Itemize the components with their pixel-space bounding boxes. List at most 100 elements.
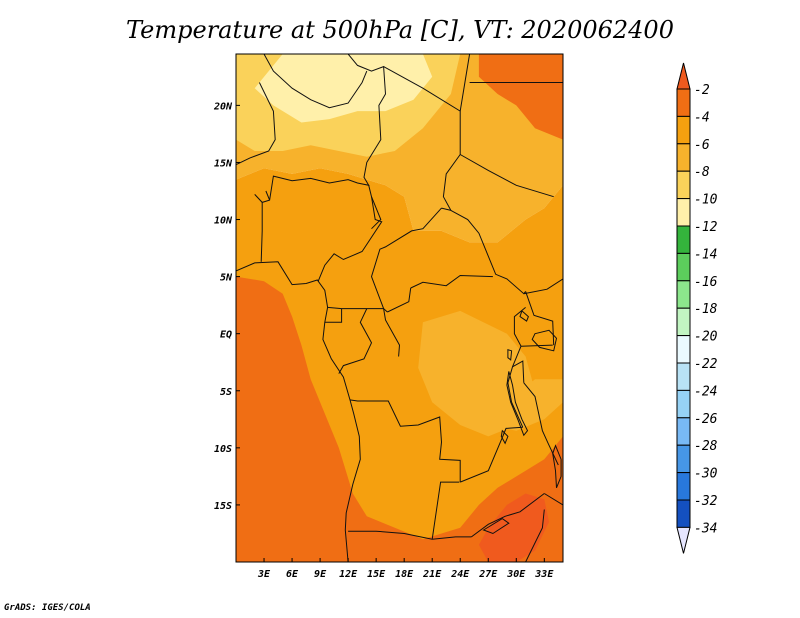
map-frame (235, 53, 564, 563)
country-border-8 (370, 207, 442, 313)
colorbar-label: -18 (694, 302, 718, 317)
country-border-13 (459, 154, 554, 198)
x-tick-label: 12E (339, 569, 358, 580)
y-tick-label: EQ (220, 330, 232, 341)
country-border-2 (236, 82, 276, 166)
colorbar-label: -14 (694, 247, 717, 262)
y-tick-label: 5N (220, 273, 233, 284)
country-border-24 (507, 307, 526, 428)
y-tick-label: 20N (213, 101, 233, 112)
temperature-band-2 (254, 54, 433, 123)
colorbar-label: -6 (694, 138, 710, 153)
lake-outline-3 (519, 310, 529, 322)
lake-outline-1 (506, 371, 529, 437)
colorbar-swatch (676, 499, 691, 528)
country-border-21 (348, 530, 472, 540)
colorbar-swatch (676, 362, 691, 391)
map-plot-area (236, 54, 563, 562)
coastline-0 (236, 261, 361, 562)
colorbar-swatch (676, 472, 691, 501)
country-border-19 (387, 287, 412, 313)
colorbar-swatch (676, 170, 691, 200)
colorbar-swatch (676, 115, 691, 145)
colorbar-label: -20 (694, 330, 718, 345)
colorbar-label: -12 (694, 220, 718, 235)
colorbar-label: -8 (694, 165, 710, 180)
colorbar-swatch (676, 252, 691, 282)
lake-outline-4 (507, 349, 513, 361)
country-border-27 (520, 344, 553, 347)
temperature-band-4 (236, 276, 563, 562)
y-tick-label: 10N (214, 216, 233, 227)
colorbar-swatch (676, 417, 691, 446)
y-tick-label: 15S (214, 501, 232, 512)
lake-outline-0 (531, 329, 558, 352)
country-border-22 (431, 481, 460, 540)
colorbar-swatch (676, 280, 691, 309)
country-border-6 (371, 196, 382, 230)
country-border-15 (525, 291, 555, 346)
colorbar-label: -32 (694, 494, 718, 509)
country-border-10 (410, 274, 493, 289)
colorbar-label: -34 (694, 521, 717, 536)
colorbar-label: -30 (694, 467, 718, 482)
country-border-11 (459, 54, 471, 112)
x-tick-label: 18E (395, 569, 414, 580)
axis-ticks: 3E 6E 9E 12E 15E 18E 21E 24E 27E 30E 33E 20N 15N 10N 5… (213, 101, 554, 580)
lake-outline-5 (500, 429, 509, 445)
colorbar-top-arrow (676, 62, 691, 90)
country-border-20 (349, 399, 461, 483)
lake-outline-6 (482, 518, 510, 535)
country-border-1 (263, 54, 368, 109)
x-tick-label: 27E (478, 569, 498, 580)
x-tick-label: 33E (534, 569, 554, 580)
colorbar-swatch (676, 88, 691, 117)
lake-outline-2 (552, 444, 562, 488)
temperature-band-8 (488, 379, 563, 431)
colorbar-swatch (676, 307, 691, 337)
colorbar-swatch (676, 444, 691, 474)
chart-title: Temperature at 500hPa [C], VT: 202006240… (126, 16, 674, 44)
colorbar: -2 -4 -6 -8 -10 -12 -14 -16 -18 -20 -22 -24 -26 -28 -3… (676, 62, 718, 554)
colorbar-label: -24 (694, 384, 717, 399)
country-border-25 (471, 493, 545, 538)
temperature-band-5 (478, 493, 549, 562)
y-tick-label: 5S (220, 387, 232, 398)
colorbar-label: -2 (694, 83, 710, 98)
y-tick-label: 15N (214, 158, 233, 169)
colorbar-swatch (676, 225, 691, 254)
x-tick-label: 3E (257, 569, 271, 580)
colorbar-bottom-arrow (676, 526, 691, 554)
country-border-28 (512, 360, 525, 383)
colorbar-label: -28 (694, 439, 718, 454)
country-border-5 (317, 185, 383, 282)
colorbar-swatch (676, 198, 691, 227)
x-tick-label: 15E (367, 569, 386, 580)
country-border-29 (523, 382, 559, 466)
y-tick-label: 10S (214, 444, 232, 455)
colorbar-label: -4 (694, 110, 710, 125)
country-border-7 (383, 66, 461, 212)
x-tick-label: 24E (450, 569, 470, 580)
country-border-3 (260, 202, 263, 262)
grads-credit: GrADS: IGES/COLA (4, 603, 91, 613)
country-border-17 (324, 308, 343, 323)
country-border-4 (265, 190, 271, 201)
country-border-14 (523, 278, 563, 295)
x-tick-label: 21E (422, 569, 442, 580)
colorbar-swatch (676, 143, 691, 172)
x-tick-label: 9E (314, 569, 327, 580)
colorbar-label: -10 (694, 193, 718, 208)
colorbar-label: -22 (694, 357, 718, 372)
colorbar-swatch (676, 335, 691, 364)
country-border-18 (338, 308, 373, 374)
temperature-band-6 (478, 54, 563, 140)
country-border-30 (544, 493, 563, 506)
x-tick-label: 6E (286, 569, 299, 580)
colorbar-label: -26 (694, 412, 718, 427)
country-border-26 (525, 509, 545, 562)
colorbar-swatch (676, 389, 691, 419)
x-tick-label: 30E (506, 569, 526, 580)
colorbar-label: -16 (694, 275, 718, 290)
